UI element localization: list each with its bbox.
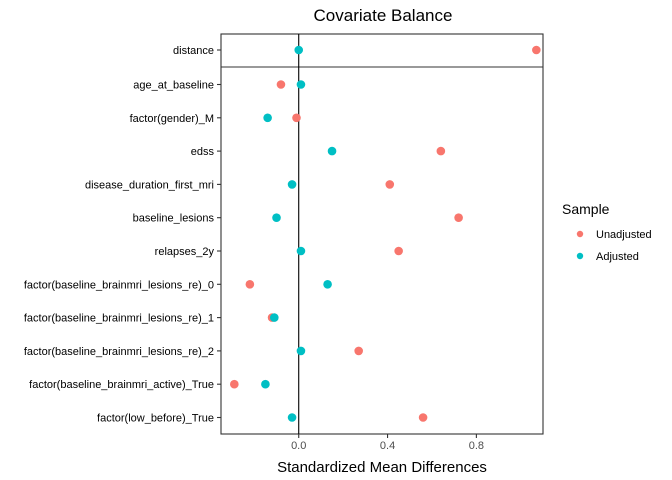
point-adjusted (323, 280, 332, 289)
y-tick-label: distance (173, 45, 214, 57)
y-tick-label: relapses_2y (155, 246, 215, 258)
point-unadjusted (245, 280, 255, 289)
y-tick-label: factor(baseline_brainmri_active)_True (29, 379, 214, 391)
legend-key-adjusted (576, 252, 584, 260)
x-tick-label: 0.0 (291, 440, 306, 452)
chart-title: Covariate Balance (314, 6, 453, 25)
point-adjusted (263, 113, 272, 123)
point-adjusted (294, 45, 304, 55)
y-tick-label: factor(low_before)_True (97, 413, 214, 425)
y-tick-label: factor(baseline_brainmri_lesions_re)_2 (24, 346, 214, 358)
y-tick-label: edss (191, 146, 215, 158)
point-unadjusted (532, 45, 541, 55)
point-unadjusted (354, 346, 363, 356)
point-adjusted (296, 246, 306, 256)
y-tick-label: age_at_baseline (133, 80, 214, 92)
point-unadjusted (230, 379, 239, 389)
legend: Sample Unadjusted Adjusted (562, 201, 652, 263)
point-unadjusted (394, 246, 403, 256)
point-unadjusted (276, 80, 286, 89)
point-unadjusted (385, 180, 395, 189)
point-unadjusted (454, 213, 463, 222)
point-adjusted (261, 379, 270, 389)
legend-title: Sample (562, 201, 610, 217)
point-adjusted (287, 413, 297, 422)
y-tick-label: factor(baseline_brainmri_lesions_re)_0 (24, 279, 214, 291)
panel-border (220, 33, 544, 435)
point-unadjusted (292, 113, 301, 123)
x-tick-label: 0.8 (469, 440, 484, 452)
x-tick-label: 0.4 (380, 440, 395, 452)
x-axis-title: Standardized Mean Differences (277, 459, 487, 476)
point-adjusted (327, 146, 337, 156)
y-tick-label: factor(baseline_brainmri_lesions_re)_1 (24, 313, 214, 325)
legend-key-unadjusted (576, 230, 584, 238)
x-axis: 0.0 0.4 0.8 (291, 434, 484, 452)
point-adjusted (296, 80, 306, 89)
point-adjusted (272, 213, 281, 222)
y-tick-label: factor(gender)_M (130, 113, 214, 125)
legend-label: Unadjusted (596, 229, 652, 241)
data-points (230, 45, 541, 422)
point-adjusted (296, 346, 306, 356)
point-adjusted (287, 180, 297, 189)
point-unadjusted (418, 413, 428, 422)
y-tick-label: baseline_lesions (133, 213, 215, 225)
point-adjusted (269, 313, 279, 322)
y-tick-label: disease_duration_first_mri (85, 179, 214, 191)
point-unadjusted (436, 146, 446, 156)
y-axis: distance age_at_baseline factor(gender)_Me… (24, 45, 221, 425)
legend-label: Adjusted (596, 251, 639, 263)
